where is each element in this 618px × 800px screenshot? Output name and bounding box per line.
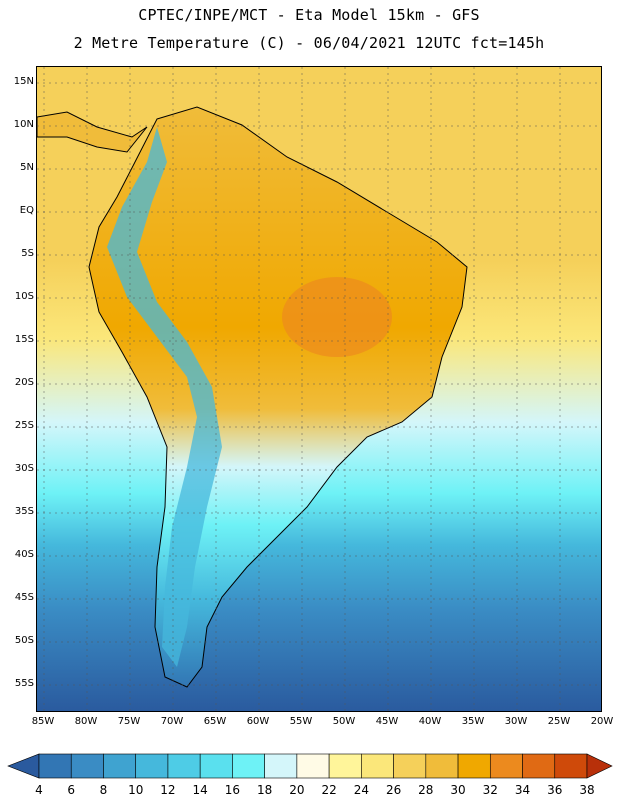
longitude-label: 35W (461, 716, 485, 727)
grid-lines (37, 67, 601, 711)
colorbar-label: 20 (289, 783, 305, 797)
colorbar-bin (489, 753, 523, 779)
temperature-colorbar (7, 753, 613, 779)
colorbar-label: 10 (128, 783, 144, 797)
colorbar-bin (425, 753, 459, 779)
title-line-2: 2 Metre Temperature (C) - 06/04/2021 12U… (73, 34, 545, 52)
temperature-map (36, 66, 602, 712)
latitude-label: 5N (20, 162, 34, 173)
colorbar-bin (328, 753, 362, 779)
longitude-label: 60W (246, 716, 270, 727)
colorbar-bin (296, 753, 330, 779)
colorbar-label: 8 (99, 783, 108, 797)
colorbar-label: 26 (385, 783, 402, 797)
colorbar-label: 34 (514, 783, 531, 797)
longitude-label: 80W (74, 716, 98, 727)
latitude-label: 10N (13, 119, 34, 130)
colorbar-bin (38, 753, 72, 779)
longitude-label: 50W (332, 716, 356, 727)
colorbar-low-arrow (7, 753, 40, 779)
longitude-label: 45W (375, 716, 399, 727)
latitude-label: 35S (14, 506, 34, 517)
latitude-label: 20S (14, 377, 34, 388)
latitude-label: 25S (14, 420, 34, 431)
latitude-label: EQ (19, 205, 34, 216)
latitude-label: 45S (14, 592, 34, 603)
longitude-label: 70W (160, 716, 184, 727)
colorbar-label: 4 (35, 783, 43, 797)
longitude-label: 30W (504, 716, 528, 727)
colorbar-bin (554, 753, 588, 779)
title-line-1: CPTEC/INPE/MCT - Eta Model 15km - GFS (138, 6, 480, 24)
colorbar-bin (264, 753, 298, 779)
colorbar-label: 24 (353, 783, 369, 797)
map-canvas (37, 67, 601, 711)
longitude-label: 40W (418, 716, 442, 727)
colorbar-label: 30 (450, 783, 466, 797)
latitude-label: 15S (14, 334, 34, 345)
latitude-label: 15N (13, 76, 34, 87)
colorbar-bin (199, 753, 233, 779)
colorbar-bin (232, 753, 265, 779)
latitude-label: 5S (21, 248, 34, 259)
longitude-label: 65W (203, 716, 227, 727)
latitude-label: 30S (14, 463, 34, 474)
colorbar-label: 22 (321, 783, 337, 797)
central-america (37, 111, 148, 153)
latitude-label: 50S (14, 635, 34, 646)
colorbar-label: 16 (224, 783, 241, 797)
colorbar-high-arrow (586, 753, 613, 779)
colorbar-bin (70, 753, 104, 779)
colorbar-bin (393, 753, 427, 779)
colorbar-bin (135, 753, 169, 779)
colorbar-bin (522, 753, 556, 779)
colorbar-label: 32 (482, 783, 498, 797)
longitude-label: 75W (117, 716, 141, 727)
colorbar-label: 12 (160, 783, 176, 797)
colorbar-label: 6 (67, 783, 76, 797)
colorbar-bin (103, 753, 137, 779)
colorbar-bin (457, 753, 491, 779)
longitude-label: 20W (590, 716, 614, 727)
latitude-label: 55S (14, 678, 34, 689)
andes-cold-band (107, 127, 222, 667)
warm-core (282, 277, 392, 357)
colorbar-bin (167, 753, 201, 779)
longitude-label: 55W (289, 716, 313, 727)
colorbar-label: 28 (418, 783, 434, 797)
latitude-label: 40S (14, 549, 34, 560)
colorbar-bin (361, 753, 394, 779)
colorbar-label: 38 (579, 783, 595, 797)
colorbar-label: 14 (192, 783, 208, 797)
longitude-label: 85W (31, 716, 55, 727)
colorbar-label: 18 (257, 783, 273, 797)
colorbar-label: 36 (547, 783, 563, 797)
longitude-label: 25W (547, 716, 571, 727)
latitude-label: 10S (14, 291, 34, 302)
